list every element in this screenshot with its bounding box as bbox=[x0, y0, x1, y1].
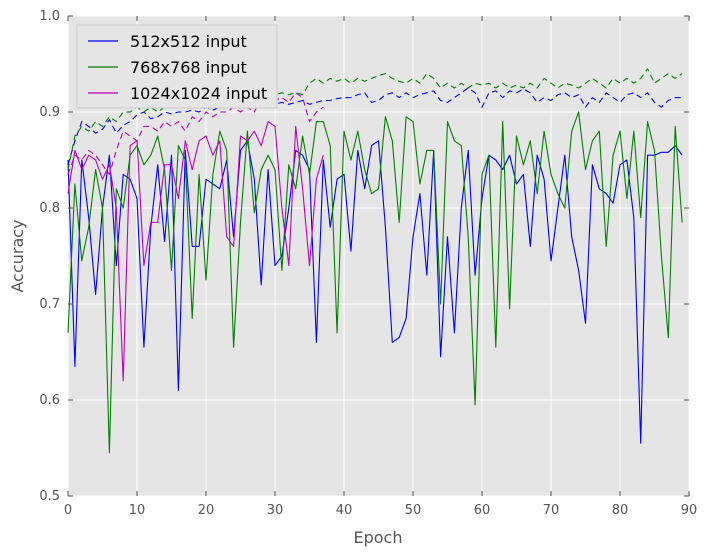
series-line-2 bbox=[67, 111, 683, 454]
x-axis-label: Epoch bbox=[354, 528, 403, 547]
series-line-0 bbox=[67, 140, 683, 444]
y-tick-label: 1.0 bbox=[39, 9, 60, 24]
y-axis-label: Accuracy bbox=[8, 219, 27, 292]
x-tick-label: 0 bbox=[64, 503, 72, 518]
legend-label-2: 1024x1024 input bbox=[130, 84, 267, 103]
series-line-1 bbox=[67, 87, 683, 165]
x-tick-label: 30 bbox=[267, 503, 284, 518]
x-tick-label: 80 bbox=[612, 503, 629, 518]
tick-labels: 0 10 20 30 40 50 60 70 80 90 0.5 0.6 0.7 0.8 0.9 1.0 bbox=[39, 9, 697, 518]
y-tick-label: 0.9 bbox=[39, 105, 60, 120]
x-tick-label: 50 bbox=[405, 503, 422, 518]
y-tick-label: 0.5 bbox=[39, 489, 60, 504]
y-tick-label: 0.8 bbox=[39, 201, 60, 216]
legend: 512x512 input 768x768 input 1024x1024 inpu… bbox=[76, 24, 278, 109]
y-tick-label: 0.7 bbox=[39, 297, 60, 312]
legend-label-0: 512x512 input bbox=[130, 32, 247, 51]
legend-label-1: 768x768 input bbox=[130, 58, 247, 77]
axis-ticks bbox=[67, 15, 690, 497]
x-tick-label: 60 bbox=[474, 503, 491, 518]
x-tick-label: 40 bbox=[336, 503, 353, 518]
x-tick-label: 90 bbox=[681, 503, 698, 518]
x-tick-label: 70 bbox=[543, 503, 560, 518]
x-tick-label: 20 bbox=[198, 503, 215, 518]
y-tick-label: 0.6 bbox=[39, 393, 60, 408]
x-tick-label: 10 bbox=[129, 503, 146, 518]
